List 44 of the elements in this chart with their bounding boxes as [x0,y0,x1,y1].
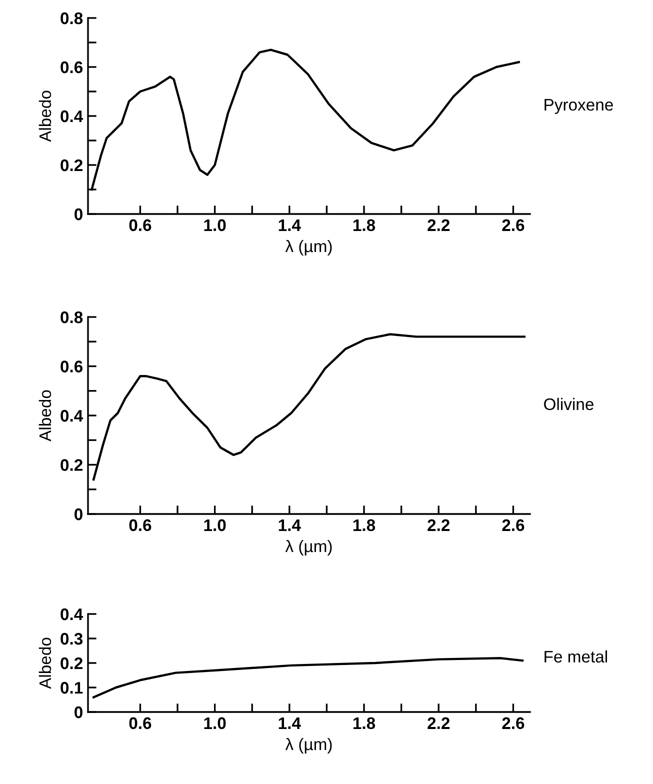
x-axis-title: λ (µm) [285,240,332,256]
y-tick-label: 0.4 [60,110,84,122]
x-tick-label: 1.0 [204,519,226,532]
text: Pyroxene [544,99,613,114]
x-tick-label: 0.6 [129,519,152,532]
x-tick-label: 2.2 [428,519,450,531]
x-tick-label: 1.0 [204,219,226,232]
x-tick-label: 2.6 [502,219,524,232]
x-tick-label: 1.4 [278,219,301,231]
y-tick-label: 0.2 [60,159,82,172]
y-axis-title: Albedo [38,390,52,442]
line-series [92,656,524,698]
x-tick-label: 2.6 [502,717,524,730]
line-series [92,333,526,481]
y-tick-label: 0 [74,706,82,718]
y-tick-label: 0 [74,508,82,520]
x-tick-label: 0.6 [129,219,152,232]
y-tick-label: 0.4 [60,608,84,620]
y-axis-title: Albedo [38,638,52,689]
y-tick-label: 0.3 [60,632,83,645]
x-tick-label: 2.2 [428,219,450,231]
x-tick-label: 2.2 [428,717,450,729]
text: Olivine [544,398,594,410]
x-axis-title: λ (µm) [285,738,332,754]
x-tick-label: 1.8 [353,219,376,232]
y-tick-label: 0.1 [60,682,83,694]
x-tick-label: 0.6 [129,717,152,730]
x-tick-label: 1.4 [278,717,301,729]
y-tick-label: 0 [74,208,82,220]
y-tick-label: 0.8 [60,12,83,24]
series-label: Fe metal [544,650,607,663]
x-tick-label: 1.8 [353,717,376,730]
y-tick-label: 0.6 [60,61,83,74]
y-tick-label: 0.2 [60,459,82,471]
x-tick-label: 1.0 [204,717,226,730]
x-tick-label: 1.4 [278,519,301,531]
y-tick-label: 0.2 [60,657,82,670]
y-tick-label: 0.4 [60,410,84,422]
x-tick-label: 2.6 [502,519,524,532]
x-axis-title: λ (µm) [285,540,332,556]
y-tick-label: 0.8 [60,311,83,324]
y-axis-title: Albedo [38,90,52,142]
y-tick-label: 0.6 [60,360,83,372]
x-tick-label: 1.8 [353,519,376,532]
